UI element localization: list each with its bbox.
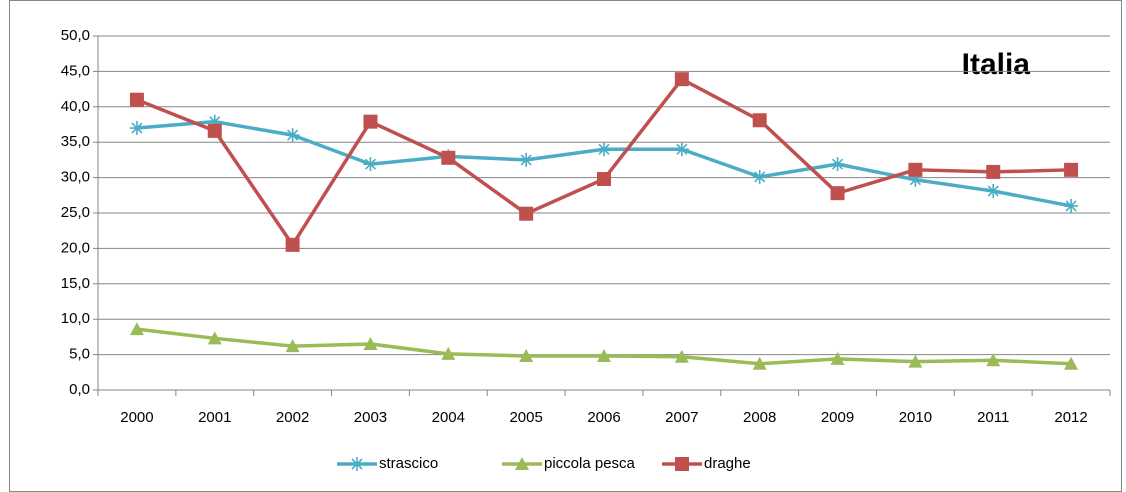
x-tick-label: 2010 xyxy=(899,409,932,426)
x-tick-label: 2012 xyxy=(1054,409,1087,426)
y-tick-label: 35,0 xyxy=(61,133,90,150)
y-tick-label: 40,0 xyxy=(61,98,90,115)
chart-title: Italia xyxy=(962,48,1031,81)
x-tick-label: 2001 xyxy=(198,409,231,426)
marker xyxy=(908,162,923,177)
legend-label: piccola pesca xyxy=(544,455,636,472)
y-tick-label: 50,0 xyxy=(61,27,90,44)
marker xyxy=(986,184,1001,199)
y-tick-label: 5,0 xyxy=(69,346,90,363)
y-tick-label: 25,0 xyxy=(61,204,90,221)
marker xyxy=(285,237,300,252)
x-tick-label: 2011 xyxy=(977,409,1009,426)
marker xyxy=(908,354,923,368)
marker xyxy=(597,142,611,157)
marker xyxy=(597,172,611,187)
marker xyxy=(129,92,144,107)
marker xyxy=(363,336,378,350)
marker xyxy=(1064,356,1079,370)
marker xyxy=(363,157,378,172)
marker xyxy=(129,121,144,136)
marker xyxy=(285,128,300,143)
y-tick-label: 10,0 xyxy=(61,310,90,327)
y-tick-label: 0,0 xyxy=(69,381,90,398)
marker xyxy=(519,152,534,167)
x-tick-label: 2007 xyxy=(665,409,698,426)
marker xyxy=(752,356,767,370)
marker xyxy=(207,114,222,129)
marker xyxy=(129,322,144,336)
y-tick-label: 30,0 xyxy=(61,169,90,186)
x-tick-label: 2003 xyxy=(354,409,387,426)
marker xyxy=(674,349,689,363)
marker xyxy=(207,123,222,138)
y-tick-label: 15,0 xyxy=(61,275,90,292)
x-tick-label: 2005 xyxy=(509,409,542,426)
legend-label: draghe xyxy=(704,455,751,472)
marker xyxy=(752,169,767,184)
marker xyxy=(986,164,1001,179)
y-tick-label: 45,0 xyxy=(61,62,90,79)
marker xyxy=(830,351,845,365)
marker xyxy=(674,142,689,157)
marker xyxy=(519,206,534,221)
marker xyxy=(675,457,689,471)
marker xyxy=(515,457,529,470)
marker xyxy=(363,114,378,129)
marker xyxy=(674,72,689,87)
marker xyxy=(441,150,456,165)
marker xyxy=(1064,162,1079,177)
marker xyxy=(752,113,767,128)
marker xyxy=(285,339,300,353)
marker xyxy=(830,186,845,201)
marker xyxy=(519,349,534,363)
x-tick-label: 2000 xyxy=(120,409,153,426)
legend-label: strascico xyxy=(379,455,438,472)
marker xyxy=(830,157,845,172)
marker xyxy=(597,349,611,363)
marker xyxy=(1064,198,1079,213)
x-tick-label: 2006 xyxy=(587,409,620,426)
x-tick-label: 2008 xyxy=(743,409,776,426)
x-tick-label: 2004 xyxy=(432,409,465,426)
marker xyxy=(986,353,1001,367)
y-tick-label: 20,0 xyxy=(61,239,90,256)
marker xyxy=(908,172,923,187)
chart-border xyxy=(9,0,1122,492)
marker xyxy=(441,346,456,360)
x-tick-label: 2009 xyxy=(821,409,854,426)
marker xyxy=(350,457,364,471)
marker xyxy=(207,331,222,345)
x-tick-label: 2002 xyxy=(276,409,309,426)
